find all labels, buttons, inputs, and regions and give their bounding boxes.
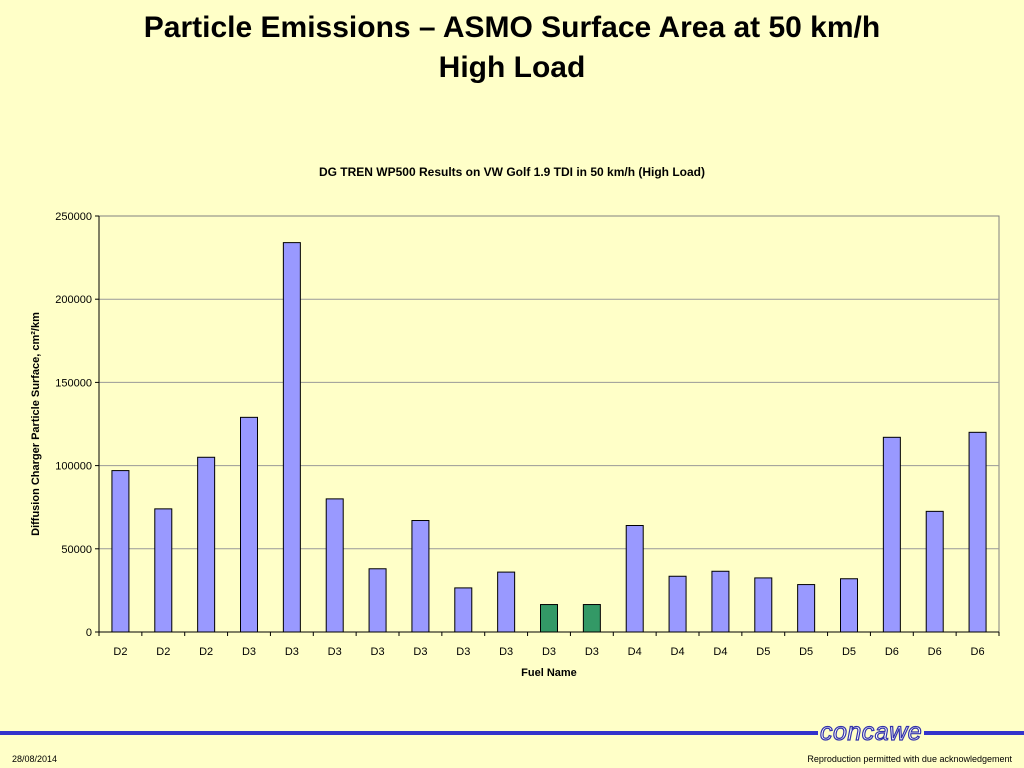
x-axis-label: Fuel Name <box>521 667 577 679</box>
bar-9 <box>454 587 473 633</box>
x-tick-label: D3 <box>328 646 342 658</box>
x-tick-label: D3 <box>285 646 299 658</box>
y-tick-label: 200000 <box>55 294 92 306</box>
bar-5 <box>282 242 301 633</box>
slide-title-line-1: Particle Emissions – ASMO Surface Area a… <box>143 11 881 44</box>
bar-3 <box>197 456 216 633</box>
x-tick-label: D6 <box>928 646 942 658</box>
bars <box>111 242 987 633</box>
bar-16 <box>754 577 773 633</box>
x-tick-label: D5 <box>756 646 770 658</box>
slide-title-line-2: High Load <box>438 51 586 84</box>
bar-20 <box>925 510 944 633</box>
y-tick-label: 100000 <box>55 461 92 473</box>
bar-chart: DG TREN WP500 Results on VW Golf 1.9 TDI… <box>30 165 1000 679</box>
bar-7 <box>368 568 387 633</box>
bar-6 <box>325 498 344 633</box>
footer-divider <box>0 731 1024 735</box>
bar-14 <box>668 575 687 633</box>
x-tick-label: D2 <box>156 646 170 658</box>
x-tick-label: D4 <box>628 646 642 658</box>
x-tick-label: D3 <box>371 646 385 658</box>
concawe-logo: concawe <box>818 717 925 747</box>
y-tick-label: 250000 <box>55 211 92 223</box>
x-tick-label: D3 <box>242 646 256 658</box>
bar-21 <box>968 431 987 633</box>
y-tick-label: 50000 <box>61 544 92 556</box>
bar-4 <box>240 416 258 633</box>
x-axis-ticks: D2 D2 D2 D3 D3 D3 D3 D3 D3 D3 D3 D3 D4 D4 D4 D5 D5 D5 D6 D6… <box>98 632 1000 658</box>
x-tick-label: D4 <box>713 646 727 658</box>
bar-13 <box>625 525 644 633</box>
y-axis-ticks: 0 50000 100000 150000 200000 250000 <box>55 211 99 639</box>
bar-8 <box>411 520 430 633</box>
bar-1 <box>111 470 130 633</box>
x-tick-label: D3 <box>456 646 470 658</box>
plot-area <box>98 215 1000 633</box>
bar-18 <box>840 578 858 633</box>
x-tick-label: D3 <box>585 646 599 658</box>
x-tick-label: D3 <box>499 646 513 658</box>
footer-note: Reproduction permitted with due acknowle… <box>807 754 1012 764</box>
y-tick-label: 150000 <box>55 377 92 389</box>
x-tick-label: D5 <box>842 646 856 658</box>
bar-17 <box>797 584 816 633</box>
x-tick-label: D6 <box>885 646 899 658</box>
slide-title: Particle Emissions – ASMO Surface Area a… <box>0 8 1024 88</box>
chart-title: DG TREN WP500 Results on VW Golf 1.9 TDI… <box>319 165 705 179</box>
x-tick-label: D3 <box>413 646 427 658</box>
x-tick-label: D6 <box>971 646 985 658</box>
x-tick-label: D2 <box>113 646 127 658</box>
footer-date: 28/08/2014 <box>12 754 58 764</box>
bar-15 <box>711 570 730 633</box>
x-tick-label: D4 <box>671 646 685 658</box>
bar-19 <box>882 436 901 633</box>
x-tick-label: D5 <box>799 646 813 658</box>
bar-11 <box>540 604 558 633</box>
bar-2 <box>154 508 173 633</box>
bar-12 <box>582 604 601 633</box>
bar-10 <box>497 571 516 633</box>
x-tick-label: D3 <box>542 646 556 658</box>
y-tick-label: 0 <box>86 627 92 639</box>
y-axis-label: Diffusion Charger Particle Surface, cm²/… <box>30 312 42 536</box>
x-tick-label: D2 <box>199 646 213 658</box>
